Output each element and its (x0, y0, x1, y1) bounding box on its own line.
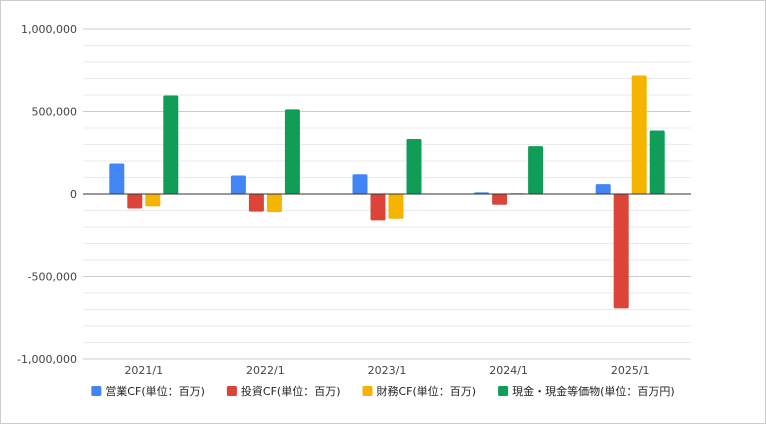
gridlines (83, 28, 691, 360)
x-tick-label: 2024/1 (489, 364, 528, 377)
bar-4-2025/1 (649, 130, 665, 194)
bars (109, 75, 665, 309)
x-axis: 2021/1 2022/1 2023/1 2024/1 2025/1 (83, 358, 691, 377)
bar-1-2023/1 (352, 174, 368, 194)
legend-label: 財務CF(単位：百万) (377, 384, 477, 398)
legend-swatch (362, 386, 373, 396)
legend-swatch (498, 386, 509, 396)
legend-item: 投資CF(単位：百万) (226, 384, 341, 398)
bar-4-2023/1 (406, 139, 422, 194)
bar-1-2025/1 (595, 184, 611, 194)
y-tick-label: -1,000,000 (17, 353, 77, 366)
legend: 営業CF(単位：百万) 投資CF(単位：百万) 財務CF(単位：百万) 現金・現金等価… (91, 384, 675, 398)
legend-swatch (91, 386, 102, 396)
legend-label: 営業CF(単位：百万) (105, 384, 205, 398)
bar-2-2025/1 (613, 194, 629, 309)
bar-4-2022/1 (284, 109, 300, 194)
y-axis: -1,000,000 -500,000 0 500,000 1,000,000 (17, 23, 77, 366)
legend-item: 営業CF(単位：百万) (91, 384, 205, 398)
bar-3-2023/1 (388, 194, 404, 219)
x-tick-label: 2025/1 (611, 364, 650, 377)
y-tick-label: -500,000 (28, 271, 77, 284)
y-tick-label: 500,000 (32, 106, 78, 119)
bar-2-2023/1 (370, 194, 386, 221)
x-tick-label: 2022/1 (246, 364, 285, 377)
y-tick-label: 0 (70, 188, 77, 201)
y-tick-label: 1,000,000 (21, 23, 77, 36)
bar-2-2021/1 (127, 194, 143, 209)
x-tick-label: 2021/1 (124, 364, 163, 377)
bar-4-2024/1 (528, 146, 544, 194)
x-tick-label: 2023/1 (368, 364, 407, 377)
bar-3-2021/1 (145, 194, 161, 207)
legend-item: 現金・現金等価物(単位：百万円) (498, 384, 675, 398)
legend-label: 現金・現金等価物(単位：百万円) (512, 384, 675, 398)
bar-3-2025/1 (631, 75, 647, 194)
legend-item: 財務CF(単位：百万) (362, 384, 477, 398)
legend-label: 投資CF(単位：百万) (241, 384, 341, 398)
bar-2-2024/1 (492, 194, 508, 205)
bar-1-2021/1 (109, 163, 125, 194)
bar-1-2022/1 (230, 175, 246, 194)
bar-2-2022/1 (248, 194, 264, 212)
bar-3-2022/1 (266, 194, 282, 213)
legend-swatch (226, 386, 237, 396)
bar-4-2021/1 (163, 95, 179, 194)
